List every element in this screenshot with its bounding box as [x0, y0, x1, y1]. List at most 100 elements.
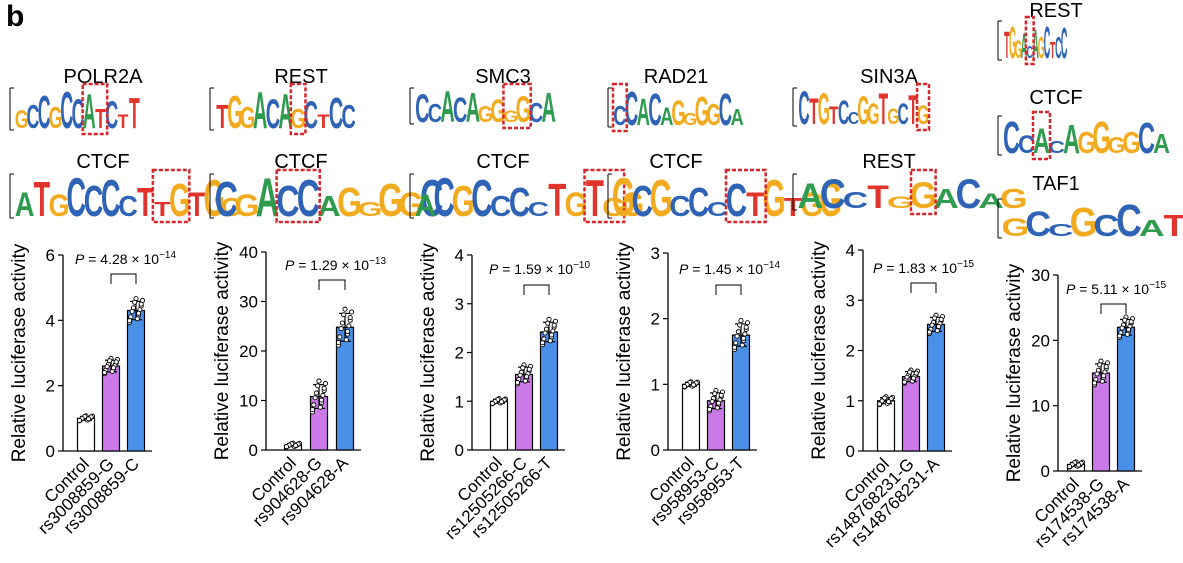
motif-letter: T: [34, 173, 51, 227]
replicate-point: [524, 374, 530, 380]
y-axis-label: Relative luciferase activity: [1004, 263, 1025, 482]
motif-letter: T: [746, 185, 764, 224]
motif-letter: C: [60, 82, 73, 140]
replicate-point: [104, 364, 110, 370]
motif-letter: A: [797, 177, 823, 216]
replicate-point: [317, 404, 323, 410]
motif-letter: T: [317, 111, 329, 133]
motif-letter: A: [1032, 22, 1039, 68]
replicate-point: [876, 401, 883, 407]
bar-Control: [489, 400, 509, 451]
y-tick-label: 4: [46, 311, 55, 330]
replicate-point: [335, 339, 342, 346]
replicate-point: [321, 385, 327, 391]
replicate-point: [489, 400, 496, 406]
y-tick-label: 0: [46, 442, 55, 461]
replicate-point: [929, 322, 935, 328]
replicate-point: [345, 328, 351, 334]
replicate-point: [316, 378, 322, 384]
y-tick-label: 1: [651, 375, 660, 394]
replicate-point: [932, 315, 938, 321]
motif-letter: C: [528, 198, 549, 220]
motif-letter: C: [118, 190, 138, 222]
replicate-point: [348, 309, 355, 315]
replicate-point: [313, 390, 319, 396]
replicate-point: [901, 379, 908, 385]
replicate-point: [716, 400, 722, 406]
motif-letter: G: [707, 98, 721, 132]
motif-letter: C: [707, 198, 728, 220]
motif-letter: C: [613, 101, 626, 132]
motif-letter: G: [240, 102, 255, 135]
replicate-point: [1066, 464, 1073, 470]
motif-letter: C: [329, 89, 343, 138]
motif-title: RAD21: [644, 66, 708, 88]
replicate-point: [733, 340, 739, 346]
bar-rs148768231-A: [926, 323, 946, 452]
replicate-point: [76, 417, 83, 424]
variant-highlight-box: [275, 168, 321, 224]
replicate-point: [320, 392, 326, 398]
significance-bracket: [110, 273, 137, 284]
replicate-point: [737, 322, 743, 328]
y-tick-label: 20: [1031, 331, 1050, 350]
motif-letter: C: [1048, 220, 1074, 240]
motif-letter: C: [956, 171, 982, 217]
motif-letter: C: [1061, 19, 1067, 67]
replicate-point: [322, 380, 329, 387]
y-tick-label: 4: [455, 246, 464, 265]
replicate-point: [1076, 462, 1082, 468]
bar-rs958953-T: [731, 334, 751, 451]
replicate-point: [886, 399, 892, 405]
motif-letter: A: [1021, 25, 1028, 66]
motif-letter: A: [1033, 122, 1050, 161]
y-tick-label: 3: [846, 291, 855, 310]
motif-letter: G: [1038, 31, 1045, 65]
motif-letter: T: [586, 169, 604, 227]
variant-highlight-box: [81, 82, 109, 136]
replicate-point: [134, 316, 140, 322]
p-value-label: P = 1.59 × 10−10: [489, 260, 590, 277]
motif-letter: A: [253, 82, 267, 140]
replicate-point: [681, 383, 688, 390]
replicate-point: [337, 334, 343, 340]
y-tick-label: 30: [239, 293, 258, 312]
y-tick-label: 2: [651, 310, 660, 329]
motif-letter: G: [695, 88, 709, 134]
motif-letter: C: [471, 169, 492, 227]
p-value-label: P = 1.45 × 10−14: [679, 260, 780, 277]
replicate-point: [742, 331, 748, 337]
replicate-point: [107, 358, 113, 364]
replicate-point: [339, 320, 345, 326]
motif-letter: G: [887, 193, 915, 211]
motif-letter: C: [415, 87, 429, 131]
replicate-point: [293, 442, 299, 449]
motif-letter: C: [529, 98, 543, 129]
motif-title: SIN3A: [860, 66, 918, 88]
motif-letter: T: [908, 86, 918, 134]
replicate-point: [309, 407, 316, 413]
variant-highlight-box: [611, 82, 628, 133]
motif-letter: G: [763, 169, 786, 227]
motif-letter: C: [84, 176, 104, 225]
p-value-label: P = 1.83 × 10−15: [873, 259, 974, 276]
motif-letter: T: [137, 181, 154, 226]
motif-letter: T: [1164, 209, 1183, 243]
motif-letter: T: [548, 176, 566, 227]
motif-letter: A: [1063, 118, 1080, 163]
motif-letter: C: [688, 179, 709, 225]
motif-letter: C: [38, 87, 51, 139]
motif-letter: G: [290, 104, 305, 135]
replicate-point: [315, 383, 321, 389]
motif-letter: C: [1048, 138, 1065, 158]
motif-letter: G: [671, 94, 685, 134]
y-tick-label: 0: [455, 441, 464, 460]
motif-letter: A: [415, 187, 436, 223]
motif-letter: A: [317, 191, 340, 223]
replicate-point: [709, 398, 715, 405]
